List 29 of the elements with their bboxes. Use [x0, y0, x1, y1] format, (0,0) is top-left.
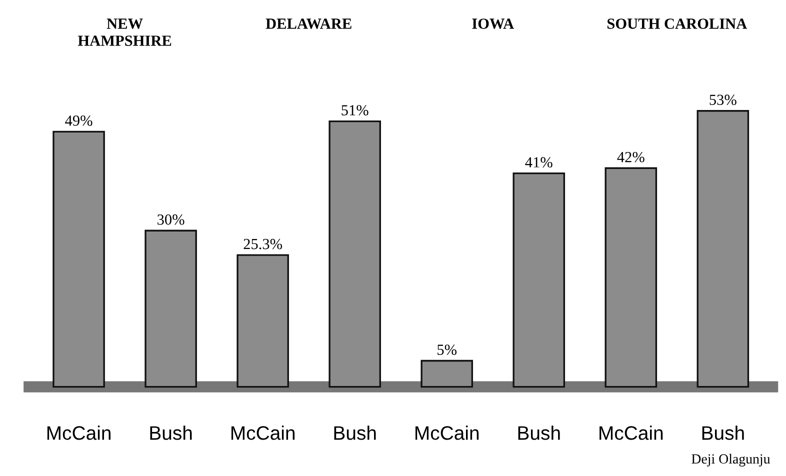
x-tick-label: McCain [600, 426, 663, 440]
data-label: 51% [342, 105, 368, 116]
bar [236, 254, 289, 388]
x-tick-label: Bush [702, 426, 744, 440]
bar [144, 230, 197, 388]
x-tick-label: Bush [334, 426, 376, 440]
x-tick-label: McCain [231, 426, 295, 440]
text: DELAWARE [266, 18, 352, 29]
bar [52, 130, 105, 388]
data-label: 41% [525, 157, 552, 168]
x-tick-label: Bush [518, 426, 560, 440]
data-label: 49% [65, 115, 92, 126]
bar [512, 172, 566, 388]
data-label: 25.3% [244, 238, 282, 250]
bar [696, 110, 750, 388]
x-tick-label: McCain [416, 426, 479, 440]
data-label: 53% [710, 94, 736, 106]
data-label: 5% [438, 344, 457, 355]
bar [328, 120, 381, 388]
data-label: 42% [617, 152, 644, 162]
x-tick-label: Bush [150, 426, 192, 440]
bar [420, 360, 474, 388]
x-tick-label: McCain [47, 426, 110, 440]
text: SOUTH CAROLINA [607, 18, 748, 29]
text: Deji Olagunju [692, 454, 770, 466]
data-label: 30% [158, 214, 184, 225]
text: IOWA [472, 18, 514, 29]
text: NEW HAMPSHIRE [78, 18, 172, 46]
bar [604, 167, 658, 388]
